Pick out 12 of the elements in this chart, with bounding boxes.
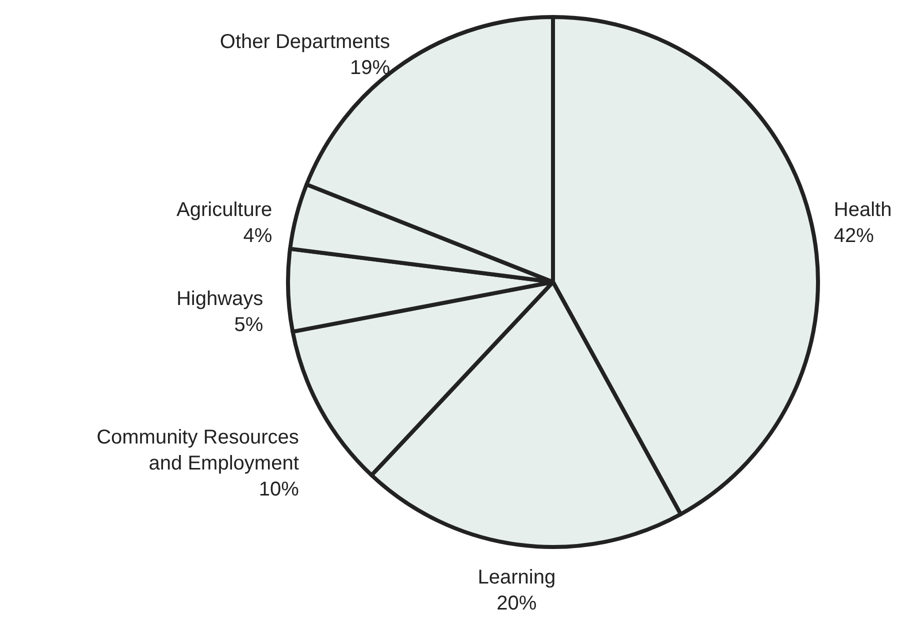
slice-label: Highways [176,288,264,310]
data-label: 10% [258,478,300,501]
data-label: 42% [834,224,874,247]
data-label: 20% [496,592,537,615]
slice-label: Community Resources and Employment [96,426,300,475]
slice-label: Health [834,198,892,221]
slice-label: Learning [478,566,556,589]
data-label: 5% [234,314,264,336]
slice-label: Agriculture [176,198,272,221]
data-label: 4% [243,224,272,247]
data-label: 19% [350,57,390,80]
slice-label: Other Departments [220,31,390,54]
